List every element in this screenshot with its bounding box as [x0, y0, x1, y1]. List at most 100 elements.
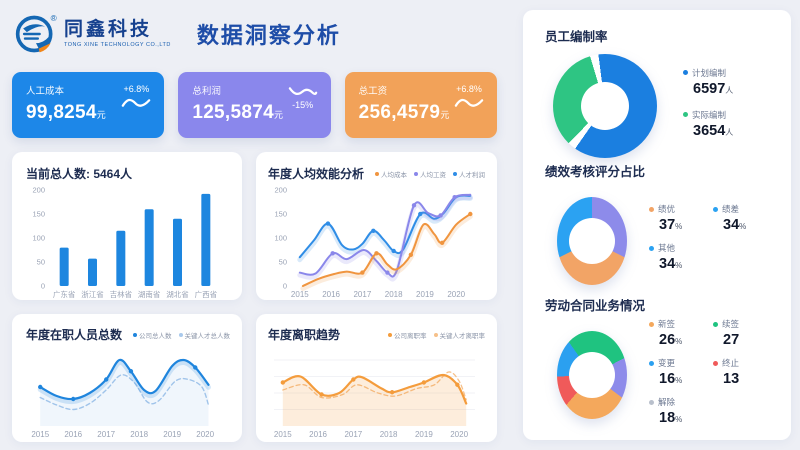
legend-label: 解除	[658, 397, 676, 408]
legend-dot-icon	[649, 206, 654, 212]
legend-item: 终止 13	[713, 357, 773, 387]
legend-label: 新签	[658, 319, 676, 330]
company-logo-icon: ®	[15, 14, 57, 53]
kpi-label: 总工资	[358, 86, 388, 97]
kpi-card-total-profit[interactable]: 总利润 125,5874元 -15%	[178, 72, 331, 138]
svg-text:0: 0	[283, 282, 287, 291]
staff-total-line-chart[interactable]: 2015 2016 2017 2018 2019 2020	[26, 343, 228, 440]
chart-legend: 公司离职率 关键人才离职率	[388, 330, 485, 340]
legend-value: 3654人	[693, 122, 734, 139]
legend-dot-icon	[433, 332, 438, 337]
legend-dot-icon	[683, 70, 688, 76]
legend-label: 实际编制	[692, 109, 727, 120]
trend-wave-icon	[288, 87, 317, 96]
svg-text:2020: 2020	[450, 430, 468, 439]
brand-subtitle: TONG XINE TECHNOLOGY CO.,LTD	[64, 42, 171, 48]
svg-text:2018: 2018	[385, 290, 403, 299]
legend-item: 计划编制 6597人	[683, 67, 733, 97]
kpi-unit: 元	[273, 110, 284, 120]
section-title: 绩效考核评分占比	[545, 164, 646, 179]
svg-text:50: 50	[279, 258, 287, 267]
legend-dot-icon	[649, 321, 654, 327]
svg-text:2015: 2015	[291, 290, 309, 299]
legend-value: 34%	[723, 217, 747, 233]
svg-text:2015: 2015	[274, 430, 292, 439]
svg-text:广西省: 广西省	[195, 289, 218, 299]
legend-item: 人均工资	[414, 169, 446, 179]
legend-dot-icon	[414, 171, 418, 176]
donut-hole	[569, 217, 615, 264]
legend-item: 关键人才离职率	[433, 330, 485, 340]
legend-item: 变更 16%	[649, 357, 709, 387]
efficiency-line-chart[interactable]: 0 50 100 150 200 2015 2016 2017 2018 2019 2020	[268, 182, 483, 300]
svg-text:吉林省: 吉林省	[110, 289, 133, 299]
kpi-card-total-salary[interactable]: 总工资 256,4579元 +6.8%	[344, 72, 497, 138]
kpi-trend: +6.8%	[453, 84, 485, 110]
panel-title: 年度在职人员总数	[26, 328, 123, 342]
svg-text:2016: 2016	[64, 430, 82, 439]
svg-text:2017: 2017	[97, 430, 115, 439]
kpi-label: 总利润	[192, 86, 221, 97]
legend-dot-icon	[713, 206, 718, 212]
legend-value: 13	[723, 371, 740, 388]
svg-text:200: 200	[274, 186, 287, 195]
legend-value: 27	[723, 332, 740, 349]
panel-turnover-trend: 年度离职趋势 公司离职率 关键人才离职率 2015 2016 2017 2018 2019…	[256, 314, 497, 442]
chart-legend: 人均成本 人均工资 人才利润	[375, 169, 485, 179]
svg-text:2018: 2018	[130, 430, 148, 439]
panel-staff-total: 年度在职人员总数 公司总人数 关键人才总人数 2015 2016 2017 2018 20…	[12, 314, 242, 442]
legend-label: 变更	[658, 358, 676, 369]
legend-item: 公司离职率	[388, 330, 427, 340]
trend-wave-icon	[122, 98, 151, 107]
labor-contract-donut-chart[interactable]	[557, 331, 627, 420]
svg-text:100: 100	[274, 234, 287, 243]
section-labor-contracts: 劳动合同业务情况 新签 26% 续签 27 变更 16% 终止 13 解除 18%	[545, 295, 773, 430]
performance-score-donut-chart[interactable]	[557, 196, 627, 285]
svg-text:2017: 2017	[344, 430, 362, 439]
svg-text:2019: 2019	[415, 430, 433, 439]
legend-item: 绩优 37%	[649, 203, 709, 233]
legend-value: 6597人	[693, 80, 734, 97]
svg-text:150: 150	[274, 210, 287, 219]
kpi-value: 256,4579元	[358, 102, 450, 123]
svg-text:2020: 2020	[196, 430, 214, 439]
svg-text:100: 100	[32, 234, 45, 243]
panel-efficiency-analysis: 年度人均效能分析 人均成本 人均工资 人才利润 0 50 100 150 200 2015 20…	[256, 152, 497, 300]
svg-text:150: 150	[32, 210, 45, 219]
right-summary-card: 员工编制率 计划编制 6597人 实际编制 3654人 绩效考核评分占比 绩优 37% 绩…	[523, 10, 791, 440]
svg-text:2018: 2018	[380, 430, 398, 439]
donut-legend: 计划编制 6597人实际编制 3654人	[683, 67, 733, 139]
legend-dot-icon	[388, 332, 392, 337]
trademark-glyph: ®	[51, 14, 57, 23]
legend-dot-icon	[649, 360, 654, 366]
svg-text:湖北省: 湖北省	[166, 289, 189, 299]
legend-label: 终止	[722, 358, 740, 369]
legend-dot-icon	[713, 321, 718, 327]
kpi-row: 人工成本 99,8254元 +6.8% 总利润 125,5874元 -15% 总…	[12, 72, 497, 138]
legend-label: 计划编制	[692, 67, 727, 78]
kpi-trend: -15%	[287, 84, 319, 110]
legend-item: 续签 27	[713, 318, 773, 348]
kpi-trend: +6.8%	[120, 84, 152, 110]
province-headcount-bar-chart[interactable]: 0 50 100 150 200 广东省 浙江省 吉林省 湖南省 湖北省 广西省	[26, 182, 228, 300]
turnover-line-chart[interactable]: 2015 2016 2017 2018 2019 2020	[268, 343, 483, 440]
svg-text:2019: 2019	[163, 430, 181, 439]
legend-item: 新签 26%	[649, 318, 709, 348]
legend-dot-icon	[178, 332, 183, 337]
legend-item: 人均成本	[375, 169, 407, 179]
page-title: 数据洞察分析	[196, 23, 341, 48]
kpi-unit: 元	[440, 110, 450, 120]
kpi-delta: +6.8%	[123, 84, 150, 94]
panel-title: 年度离职趋势	[268, 328, 341, 342]
panel-title: 年度人均效能分析	[268, 167, 365, 181]
legend-item: 其他 34%	[649, 242, 709, 272]
svg-text:湖南省: 湖南省	[138, 289, 161, 299]
legend-label: 续签	[722, 319, 740, 330]
legend-dot-icon	[683, 112, 688, 118]
staffing-rate-donut-chart[interactable]	[553, 53, 657, 158]
kpi-card-labor-cost[interactable]: 人工成本 99,8254元 +6.8%	[12, 72, 165, 138]
legend-dot-icon	[649, 399, 654, 405]
legend-dot-icon	[375, 171, 379, 176]
svg-text:0: 0	[41, 282, 45, 291]
legend-dot-icon	[453, 171, 457, 176]
